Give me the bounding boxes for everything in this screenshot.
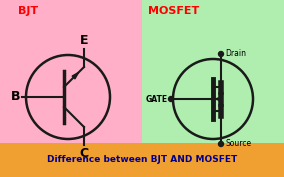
Circle shape — [218, 141, 224, 147]
Text: Drain: Drain — [225, 50, 246, 59]
Text: Source: Source — [225, 139, 251, 149]
Text: C: C — [80, 147, 89, 160]
Text: B: B — [11, 90, 20, 104]
Bar — [142, 0, 284, 143]
Bar — [0, 143, 284, 177]
Circle shape — [168, 96, 174, 101]
Text: MOSFET: MOSFET — [148, 6, 199, 16]
Text: E: E — [80, 34, 88, 47]
Polygon shape — [72, 73, 78, 79]
Circle shape — [218, 52, 224, 56]
Bar — [0, 0, 142, 143]
Text: Difference between BJT AND MOSFET: Difference between BJT AND MOSFET — [47, 156, 237, 164]
Text: GATE: GATE — [146, 95, 168, 104]
Text: BJT: BJT — [18, 6, 38, 16]
Polygon shape — [216, 97, 220, 101]
